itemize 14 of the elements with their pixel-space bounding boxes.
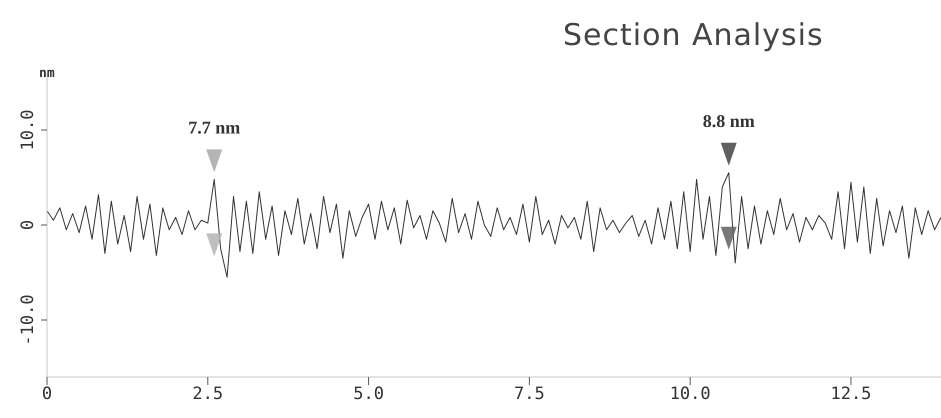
x-tick-label: 0 <box>42 384 52 404</box>
y-tick-label: -10.0 <box>18 294 38 346</box>
line-series <box>47 172 941 278</box>
annotation: 8.8 nm <box>702 110 755 131</box>
annotation: 7.7 nm <box>188 117 240 138</box>
y-tick-label: 0 <box>18 220 38 230</box>
x-tick-label: 5.0 <box>353 384 384 404</box>
x-tick-label: 12.5 <box>830 384 872 404</box>
chart-title: Section Analysis <box>563 18 824 53</box>
x-tick-label: 10.0 <box>670 384 711 404</box>
y-tick-label: 10.0 <box>18 110 38 150</box>
x-tick-label: 7.5 <box>514 384 545 404</box>
x-tick-label: 2.5 <box>192 384 224 404</box>
y-axis-title: nm <box>39 66 55 81</box>
